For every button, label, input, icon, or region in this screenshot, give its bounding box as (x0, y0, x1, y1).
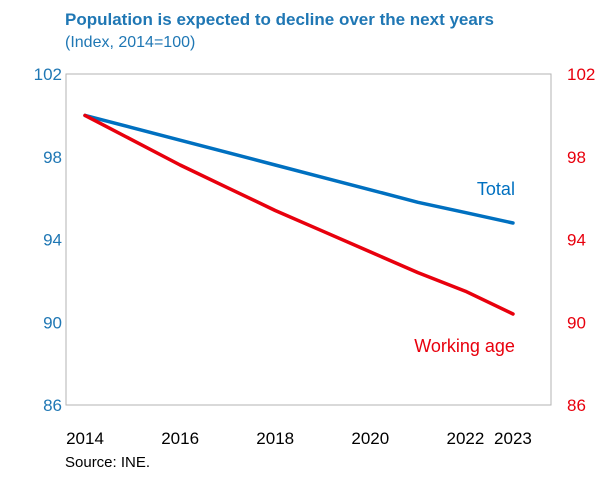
series-label-total: Total (477, 179, 515, 199)
x-tick-label: 2023 (494, 429, 532, 448)
left-y-tick-label: 90 (43, 313, 62, 332)
chart-title: Population is expected to decline over t… (65, 10, 494, 29)
series-line-total (83, 113, 515, 225)
x-axis: 2014 2016 2018 2020 2022 2023 (66, 429, 532, 448)
left-y-axis: 86 90 94 98 102 (34, 65, 62, 415)
x-tick-label: 2020 (351, 429, 389, 448)
x-tick-label: 2018 (256, 429, 294, 448)
series-labels: Total Working age (414, 179, 515, 356)
plot-area-frame (65, 73, 552, 406)
x-tick-label: 2014 (66, 429, 104, 448)
right-y-tick-label: 102 (567, 65, 595, 84)
right-y-tick-label: 94 (567, 231, 586, 250)
x-tick-label: 2022 (446, 429, 484, 448)
left-y-tick-label: 102 (34, 65, 62, 84)
chart-subtitle: (Index, 2014=100) (65, 34, 196, 51)
x-tick-label: 2016 (161, 429, 199, 448)
right-y-tick-label: 90 (567, 313, 586, 332)
left-y-tick-label: 86 (43, 396, 62, 415)
series-line-working-age (83, 113, 515, 316)
series-lines (83, 113, 515, 316)
right-y-tick-label: 86 (567, 396, 586, 415)
left-y-tick-label: 98 (43, 148, 62, 167)
series-label-working-age: Working age (414, 336, 515, 356)
right-y-axis: 86 90 94 98 102 (567, 65, 595, 415)
right-y-tick-label: 98 (567, 148, 586, 167)
left-y-tick-label: 94 (43, 231, 62, 250)
source-note: Source: INE. (65, 454, 151, 471)
